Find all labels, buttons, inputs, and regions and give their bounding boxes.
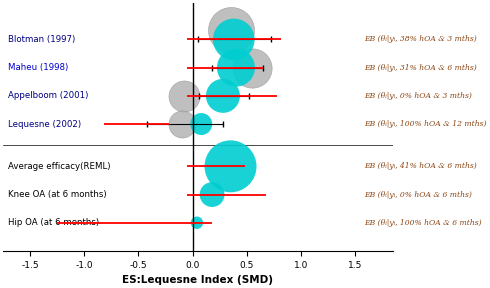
Text: EB (θᵢ|yᵢ, 0% hOA & 3 mths): EB (θᵢ|yᵢ, 0% hOA & 3 mths) <box>364 92 472 100</box>
Point <box>219 94 227 98</box>
Text: EB (θᵢ|yᵢ, 31% hOA & 6 mths): EB (θᵢ|yᵢ, 31% hOA & 6 mths) <box>364 64 477 72</box>
Point <box>208 192 216 197</box>
Text: Appelboom (2001): Appelboom (2001) <box>8 91 89 100</box>
Text: EB (θᵢ|yᵢ, 0% hOA & 6 mths): EB (θᵢ|yᵢ, 0% hOA & 6 mths) <box>364 191 472 198</box>
Text: Hip OA (at 6 months): Hip OA (at 6 months) <box>8 218 99 227</box>
Point <box>193 220 201 225</box>
Text: EB (θᵢ|yᵢ, 100% hOA & 12 mths): EB (θᵢ|yᵢ, 100% hOA & 12 mths) <box>364 120 487 128</box>
Text: Knee OA (at 6 months): Knee OA (at 6 months) <box>8 190 107 199</box>
Point <box>232 65 240 70</box>
Point <box>178 122 186 126</box>
Text: EB (θᵢ|yᵢ, 41% hOA & 6 mths): EB (θᵢ|yᵢ, 41% hOA & 6 mths) <box>364 162 477 170</box>
Point <box>197 122 205 126</box>
Point <box>230 37 238 42</box>
Text: Maheu (1998): Maheu (1998) <box>8 63 69 72</box>
Text: EB (θᵢ|yᵢ, 38% hOA & 3 mths): EB (θᵢ|yᵢ, 38% hOA & 3 mths) <box>364 35 477 43</box>
Point <box>180 94 188 98</box>
Point <box>226 28 234 33</box>
Text: Blotman (1997): Blotman (1997) <box>8 35 75 44</box>
Text: Lequesne (2002): Lequesne (2002) <box>8 120 81 128</box>
X-axis label: ES:Lequesne Index (SMD): ES:Lequesne Index (SMD) <box>122 275 273 285</box>
Point <box>248 65 256 70</box>
Text: EB (θᵢ|yᵢ, 100% hOA & 6 mths): EB (θᵢ|yᵢ, 100% hOA & 6 mths) <box>364 219 482 227</box>
Text: Average efficacy(REML): Average efficacy(REML) <box>8 162 111 171</box>
Point <box>226 164 234 169</box>
